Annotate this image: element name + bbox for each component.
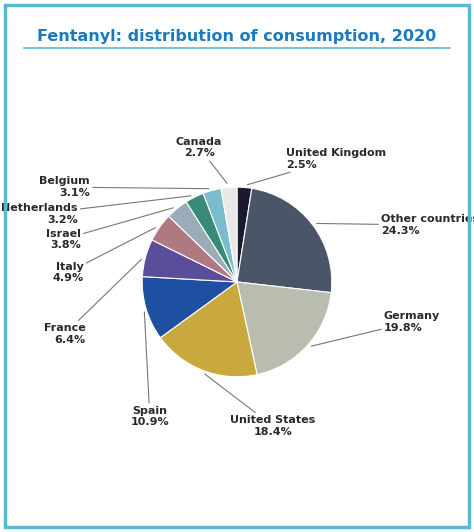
Wedge shape: [142, 277, 237, 338]
Text: Germany
19.8%: Germany 19.8%: [311, 311, 440, 346]
Wedge shape: [152, 216, 237, 282]
Wedge shape: [142, 240, 237, 282]
Text: Belgium
3.1%: Belgium 3.1%: [39, 177, 209, 198]
Text: United Kingdom
2.5%: United Kingdom 2.5%: [247, 148, 386, 185]
Wedge shape: [186, 194, 237, 282]
Wedge shape: [160, 282, 257, 377]
Wedge shape: [237, 187, 252, 282]
Text: Netherlands
3.2%: Netherlands 3.2%: [1, 196, 191, 225]
Text: Italy
4.9%: Italy 4.9%: [52, 228, 155, 283]
Text: Fentanyl: distribution of consumption, 2020: Fentanyl: distribution of consumption, 2…: [37, 29, 437, 44]
Wedge shape: [237, 282, 331, 375]
Text: Canada
2.7%: Canada 2.7%: [176, 137, 227, 184]
Text: Other countries
24.3%: Other countries 24.3%: [317, 214, 474, 236]
Text: United States
18.4%: United States 18.4%: [205, 374, 316, 437]
Text: Spain
10.9%: Spain 10.9%: [130, 312, 169, 427]
Wedge shape: [169, 202, 237, 282]
Wedge shape: [237, 188, 332, 293]
Wedge shape: [203, 188, 237, 282]
Text: Israel
3.8%: Israel 3.8%: [46, 208, 173, 250]
Text: France
6.4%: France 6.4%: [44, 259, 142, 345]
Wedge shape: [221, 187, 237, 282]
